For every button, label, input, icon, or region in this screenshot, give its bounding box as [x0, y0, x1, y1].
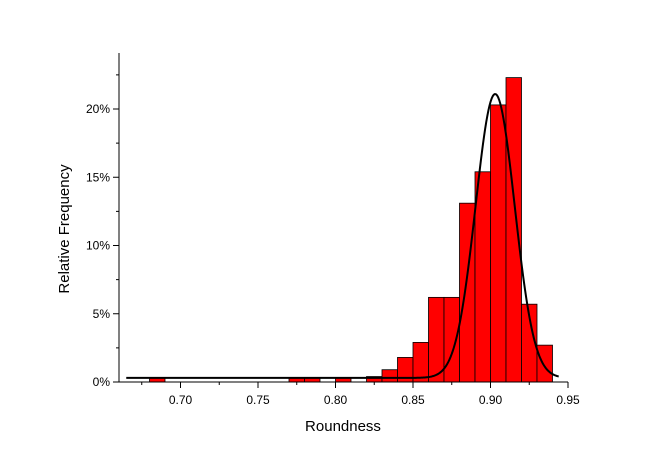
x-tick-label: 0.95 — [556, 393, 580, 407]
y-tick-label: 5% — [93, 307, 111, 321]
x-tick-label: 0.85 — [401, 393, 425, 407]
x-axis-ticks: 0.70 0.75 0.80 0.85 0.90 0.95 — [141, 382, 580, 407]
y-axis-title: Relative Frequency — [56, 164, 73, 294]
y-axis-ticks: 0% 5% 10% 15% 20% — [86, 74, 119, 389]
x-tick-label: 0.70 — [169, 393, 193, 407]
histogram-bars — [149, 77, 553, 383]
histogram-bar — [428, 296, 445, 383]
histogram-bar — [412, 342, 429, 383]
y-tick-label: 15% — [86, 170, 110, 184]
x-tick-label: 0.80 — [324, 393, 348, 407]
x-tick-label: 0.90 — [479, 393, 503, 407]
histogram-bar — [505, 77, 522, 383]
histogram-bar — [381, 369, 398, 383]
y-tick-label: 20% — [86, 102, 110, 116]
histogram-bar — [443, 296, 460, 383]
y-tick-label: 10% — [86, 239, 110, 253]
histogram-bar — [490, 104, 507, 383]
x-tick-label: 0.75 — [246, 393, 270, 407]
histogram-bar — [536, 344, 553, 383]
histogram-bar — [474, 171, 491, 383]
normal-fit-curve — [126, 92, 559, 379]
x-axis-title: Roundness — [305, 418, 381, 435]
y-tick-label: 0% — [93, 375, 111, 389]
